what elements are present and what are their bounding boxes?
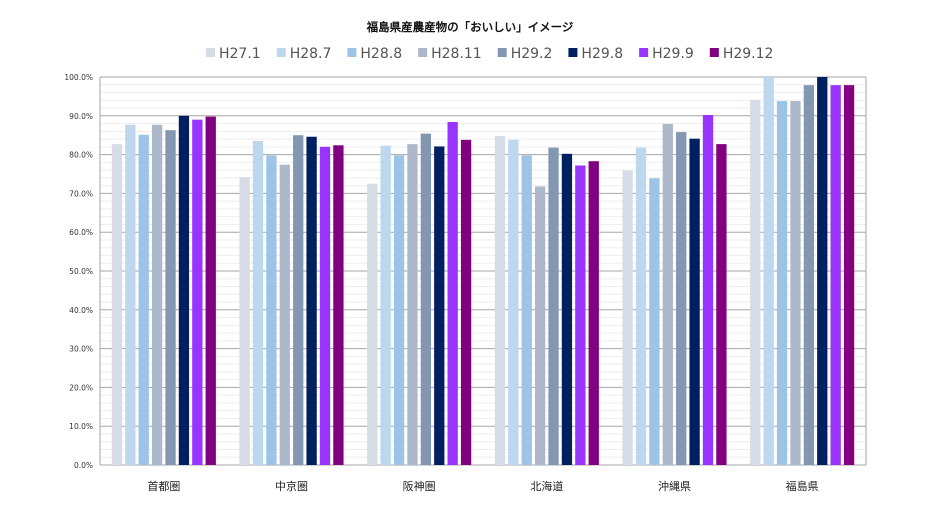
bar-H29.9 [830, 85, 841, 465]
bar-H27.1 [494, 135, 506, 465]
bar-H29.2 [293, 135, 304, 465]
bar-H29.9 [702, 115, 714, 466]
legend-swatch-H29.9 [639, 48, 649, 57]
x-tick-label: 北海道 [530, 479, 563, 493]
legend-label: H29.12 [723, 46, 774, 62]
bar-H28.7 [508, 139, 519, 465]
bar-H29.12 [460, 139, 472, 465]
y-tick-label: 50.0% [69, 267, 93, 276]
x-tick-label: 首都圏 [147, 479, 180, 493]
bar-H28.7 [252, 141, 264, 465]
bar-H29.8 [561, 153, 573, 465]
y-tick-label: 60.0% [69, 228, 93, 237]
bar-H28.7 [763, 77, 774, 465]
bar-H29.2 [548, 147, 559, 465]
bar-H27.1 [622, 170, 633, 465]
bar-H29.12 [588, 161, 599, 466]
y-tick-label: 40.0% [69, 306, 93, 315]
legend-label: H28.11 [431, 46, 482, 62]
bar-H28.8 [776, 101, 788, 465]
bar-H29.9 [575, 165, 586, 466]
x-tick-label: 福島県 [786, 479, 819, 493]
legend-label: H27.1 [219, 46, 261, 62]
bar-H28.8 [138, 134, 149, 465]
legend-swatch-H29.2 [497, 48, 507, 57]
legend-label: H28.8 [360, 46, 402, 62]
bar-H29.9 [319, 146, 331, 465]
y-tick-label: 0.0% [74, 461, 93, 470]
x-tick-label: 中京圏 [275, 479, 308, 493]
bar-H28.7 [635, 147, 647, 465]
legend-swatch-H29.12 [709, 48, 719, 57]
bar-H29.9 [192, 119, 203, 466]
bar-H27.1 [367, 183, 378, 465]
bar-H28.11 [534, 186, 546, 465]
bar-H28.8 [521, 155, 532, 465]
bar-H29.8 [434, 146, 445, 465]
legend-swatch-H29.8 [568, 48, 578, 57]
bar-H29.8 [306, 136, 317, 465]
bar-H28.11 [790, 101, 801, 465]
bar-H28.11 [407, 144, 418, 465]
bar-H28.7 [380, 145, 391, 465]
bar-H29.12 [716, 144, 727, 465]
legend-label: H29.2 [511, 46, 553, 62]
legend-swatch-H28.11 [418, 48, 428, 57]
x-tick-label: 沖縄県 [658, 479, 691, 493]
bar-H28.11 [279, 164, 290, 466]
y-tick-label: 20.0% [69, 383, 93, 392]
y-tick-label: 30.0% [69, 345, 93, 354]
y-tick-label: 70.0% [69, 189, 93, 198]
bar-H27.1 [239, 177, 250, 465]
legend-swatch-H28.8 [347, 48, 357, 57]
bar-H28.11 [662, 123, 673, 465]
bar-H28.8 [266, 155, 277, 465]
legend-label: H29.8 [581, 46, 623, 62]
bar-H29.2 [420, 133, 432, 465]
legend-swatch-H27.1 [206, 48, 215, 57]
bar-H29.9 [447, 122, 458, 466]
legend-swatch-H28.7 [276, 48, 286, 57]
x-tick-label: 阪神圏 [403, 479, 436, 493]
bar-H29.8 [817, 77, 828, 465]
bar-H29.12 [843, 85, 855, 465]
y-tick-label: 100.0% [64, 73, 93, 82]
y-tick-label: 80.0% [69, 151, 93, 160]
bar-H29.8 [178, 115, 190, 466]
bar-H28.8 [393, 155, 405, 465]
bar-H29.2 [676, 132, 687, 465]
y-tick-label: 10.0% [69, 422, 93, 431]
chart-title: 福島県産農産物の「おいしい」イメージ [366, 20, 574, 34]
y-tick-label: 90.0% [69, 112, 93, 121]
bar-H29.12 [205, 116, 216, 466]
bar-H27.1 [111, 144, 123, 465]
bar-H29.2 [803, 85, 815, 465]
bar-H28.11 [151, 124, 163, 465]
bar-H28.8 [649, 178, 660, 465]
bar-H29.8 [689, 138, 700, 465]
legend-label: H29.9 [652, 46, 694, 62]
legend-label: H28.7 [290, 46, 332, 62]
bar-H29.12 [333, 145, 344, 465]
bar-H27.1 [750, 99, 761, 465]
bar-H28.7 [125, 124, 136, 465]
bar-H29.2 [165, 130, 176, 465]
